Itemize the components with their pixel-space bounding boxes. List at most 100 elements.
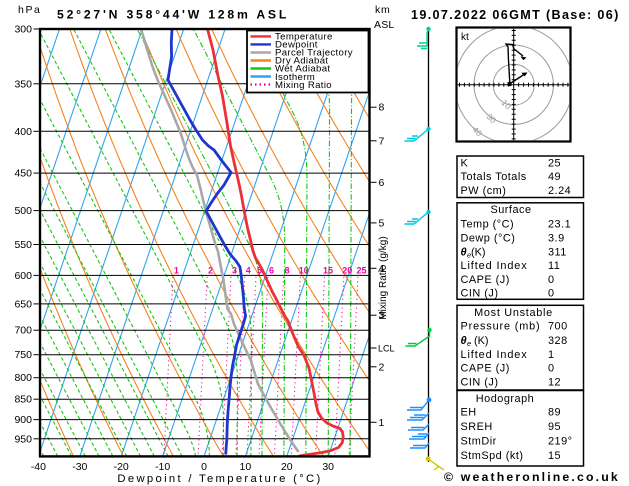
svg-text:8: 8 — [284, 266, 289, 276]
svg-text:Hodograph: Hodograph — [476, 393, 534, 405]
svg-text:Isotherm: Isotherm — [275, 72, 315, 83]
svg-text:450: 450 — [14, 168, 32, 180]
svg-text:52°27'N 358°44'W 128m ASL: 52°27'N 358°44'W 128m ASL — [57, 7, 289, 21]
svg-text:4: 4 — [379, 263, 385, 275]
svg-text:-10: -10 — [155, 461, 170, 473]
svg-text:hPa: hPa — [18, 4, 41, 16]
svg-text:PW (cm): PW (cm) — [461, 185, 507, 197]
svg-text:400: 400 — [14, 126, 32, 138]
svg-text:5: 5 — [257, 266, 262, 276]
svg-text:700: 700 — [548, 320, 568, 332]
svg-text:11: 11 — [548, 260, 560, 272]
svg-text:950: 950 — [14, 433, 32, 445]
svg-text:Lifted Index: Lifted Index — [461, 260, 528, 272]
svg-text:20: 20 — [281, 461, 293, 473]
svg-text:89: 89 — [548, 407, 561, 419]
svg-text:CIN (J): CIN (J) — [461, 288, 499, 300]
svg-text:LCL: LCL — [378, 344, 395, 354]
svg-text:Totals Totals: Totals Totals — [461, 171, 527, 183]
svg-text:3: 3 — [232, 266, 237, 276]
svg-text:30: 30 — [322, 461, 334, 473]
svg-text:10: 10 — [240, 461, 252, 473]
svg-text:95: 95 — [548, 421, 561, 433]
svg-text:300: 300 — [14, 24, 32, 36]
svg-text:5: 5 — [379, 217, 385, 229]
svg-text:-30: -30 — [72, 461, 87, 473]
svg-text:15: 15 — [323, 266, 333, 276]
svg-text:SREH: SREH — [461, 421, 493, 433]
svg-text:Dry Adiabat: Dry Adiabat — [275, 56, 328, 67]
svg-text:6: 6 — [269, 266, 274, 276]
svg-text:Temp (°C): Temp (°C) — [461, 219, 515, 231]
svg-text:StmDir: StmDir — [461, 436, 497, 448]
svg-text:219°: 219° — [548, 436, 573, 448]
svg-text:1: 1 — [174, 266, 179, 276]
svg-text:-20: -20 — [114, 461, 129, 473]
svg-text:(K): (K) — [474, 335, 489, 347]
svg-text:650: 650 — [14, 298, 32, 310]
svg-text:θ: θ — [461, 246, 467, 258]
svg-text:12: 12 — [548, 376, 561, 388]
svg-text:700: 700 — [14, 325, 32, 337]
svg-text:0: 0 — [548, 288, 555, 300]
svg-text:1: 1 — [548, 349, 555, 361]
svg-text:EH: EH — [461, 407, 477, 419]
svg-text:2.24: 2.24 — [548, 185, 571, 197]
svg-text:49: 49 — [548, 171, 561, 183]
svg-text:19.07.2022 06GMT (Base: 06): 19.07.2022 06GMT (Base: 06) — [411, 8, 620, 22]
svg-text:500: 500 — [14, 205, 32, 217]
svg-text:0: 0 — [548, 274, 555, 286]
svg-text:0: 0 — [201, 461, 207, 473]
svg-text:K: K — [461, 157, 469, 169]
svg-text:e: e — [467, 339, 471, 348]
svg-text:800: 800 — [14, 372, 32, 384]
svg-text:Parcel Trajectory: Parcel Trajectory — [275, 48, 353, 59]
svg-text:CIN (J): CIN (J) — [461, 376, 499, 388]
svg-text:1: 1 — [379, 417, 385, 429]
svg-text:2: 2 — [208, 266, 213, 276]
svg-text:8: 8 — [379, 102, 385, 114]
svg-text:3.9: 3.9 — [548, 232, 565, 244]
svg-text:311: 311 — [548, 246, 567, 258]
svg-text:600: 600 — [14, 270, 32, 282]
svg-text:Mixing Ratio (g/kg): Mixing Ratio (g/kg) — [378, 236, 389, 319]
svg-text:Temperature: Temperature — [275, 32, 333, 43]
svg-text:Surface: Surface — [490, 204, 531, 216]
svg-text:e: e — [467, 250, 471, 259]
svg-text:25: 25 — [548, 157, 561, 169]
svg-text:© weatheronline.co.uk: © weatheronline.co.uk — [444, 470, 620, 484]
svg-text:Pressure (mb): Pressure (mb) — [461, 320, 541, 332]
svg-text:ASL: ASL — [374, 19, 394, 31]
svg-text:Dewp (°C): Dewp (°C) — [461, 232, 516, 244]
svg-text:-40: -40 — [31, 461, 46, 473]
svg-text:km: km — [375, 4, 391, 16]
svg-text:kt: kt — [461, 32, 469, 43]
svg-text:550: 550 — [14, 239, 32, 251]
svg-text:CAPE (J): CAPE (J) — [461, 363, 510, 375]
svg-text:350: 350 — [14, 78, 32, 90]
svg-text:850: 850 — [14, 394, 32, 406]
svg-text:750: 750 — [14, 349, 32, 361]
svg-text:328: 328 — [548, 335, 568, 347]
svg-text:Lifted Index: Lifted Index — [461, 349, 528, 361]
svg-text:20: 20 — [342, 266, 352, 276]
svg-text:10: 10 — [299, 266, 309, 276]
svg-text:CAPE (J): CAPE (J) — [461, 274, 510, 286]
svg-text:25: 25 — [356, 266, 366, 276]
svg-text:(K): (K) — [471, 246, 486, 258]
svg-text:StmSpd (kt): StmSpd (kt) — [461, 450, 524, 462]
svg-text:Most Unstable: Most Unstable — [474, 307, 553, 319]
svg-text:6: 6 — [379, 177, 385, 189]
svg-text:θ: θ — [461, 335, 467, 347]
svg-text:Mixing Ratio: Mixing Ratio — [275, 80, 332, 91]
svg-text:3: 3 — [379, 310, 385, 322]
svg-text:7: 7 — [379, 135, 385, 147]
svg-text:900: 900 — [14, 414, 32, 426]
svg-text:Dewpoint: Dewpoint — [275, 40, 318, 51]
svg-text:0: 0 — [548, 363, 555, 375]
svg-text:Wet Adiabat: Wet Adiabat — [275, 64, 330, 75]
svg-text:15: 15 — [548, 450, 561, 462]
svg-text:Dewpoint / Temperature (°C): Dewpoint / Temperature (°C) — [117, 473, 322, 485]
svg-text:4: 4 — [246, 266, 251, 276]
svg-text:2: 2 — [379, 361, 385, 373]
